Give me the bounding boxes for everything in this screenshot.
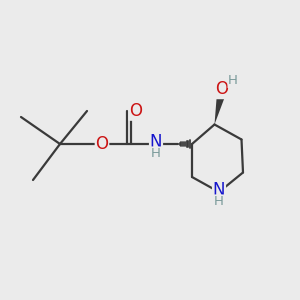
Text: O: O xyxy=(95,135,109,153)
Text: H: H xyxy=(228,74,238,88)
Text: O: O xyxy=(129,102,142,120)
Text: H: H xyxy=(151,147,161,160)
Text: O: O xyxy=(215,80,229,98)
Text: N: N xyxy=(150,133,162,151)
Text: N: N xyxy=(213,181,225,199)
Polygon shape xyxy=(214,97,224,124)
Text: H: H xyxy=(214,195,224,208)
